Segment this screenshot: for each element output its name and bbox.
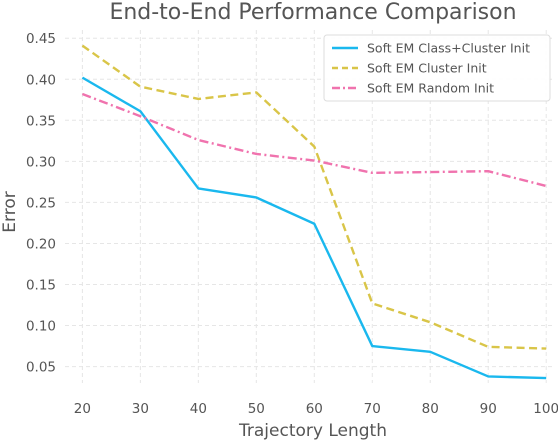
- series-layer: [81, 44, 547, 380]
- y-tick-label: 0.20: [26, 236, 56, 252]
- y-tick-label: 0.25: [26, 195, 56, 211]
- y-tick-label: 0.15: [26, 277, 56, 293]
- y-tick-label: 0.40: [26, 72, 56, 88]
- x-tick-label: 80: [422, 401, 439, 417]
- y-tick-label: 0.35: [26, 113, 56, 129]
- series-line-2: [81, 44, 547, 350]
- y-tick-label: 0.45: [26, 31, 56, 47]
- legend: Soft EM Class+Cluster Init Soft EM Cluste…: [323, 34, 551, 102]
- x-tick-label: 100: [533, 401, 558, 417]
- chart-title: End-to-End Performance Comparison: [109, 0, 516, 25]
- x-tick-label: 30: [132, 401, 149, 417]
- y-tick-label: 0.05: [26, 360, 56, 376]
- x-tick-label: 70: [364, 401, 381, 417]
- legend-label-1: Soft EM Class+Cluster Init: [367, 41, 530, 56]
- x-axis-ticks: 20 30 40 50 60 70 80 90 100: [74, 401, 558, 417]
- x-tick-label: 20: [74, 401, 91, 417]
- y-axis-label: Error: [0, 191, 20, 232]
- series-line-1: [81, 76, 547, 380]
- x-axis-label: Trajectory Length: [238, 421, 387, 440]
- series-line-3: [81, 92, 547, 188]
- x-tick-label: 40: [190, 401, 207, 417]
- legend-label-2: Soft EM Cluster Init: [367, 61, 487, 76]
- y-tick-label: 0.30: [26, 154, 56, 170]
- legend-box: [323, 34, 551, 102]
- y-tick-label: 0.10: [26, 319, 56, 335]
- legend-label-3: Soft EM Random Init: [367, 81, 494, 96]
- x-tick-label: 60: [306, 401, 323, 417]
- x-tick-label: 90: [480, 401, 497, 417]
- x-tick-label: 50: [248, 401, 265, 417]
- y-axis-ticks: 0.05 0.10 0.15 0.20 0.25 0.30 0.35 0.40 0.45: [26, 31, 56, 375]
